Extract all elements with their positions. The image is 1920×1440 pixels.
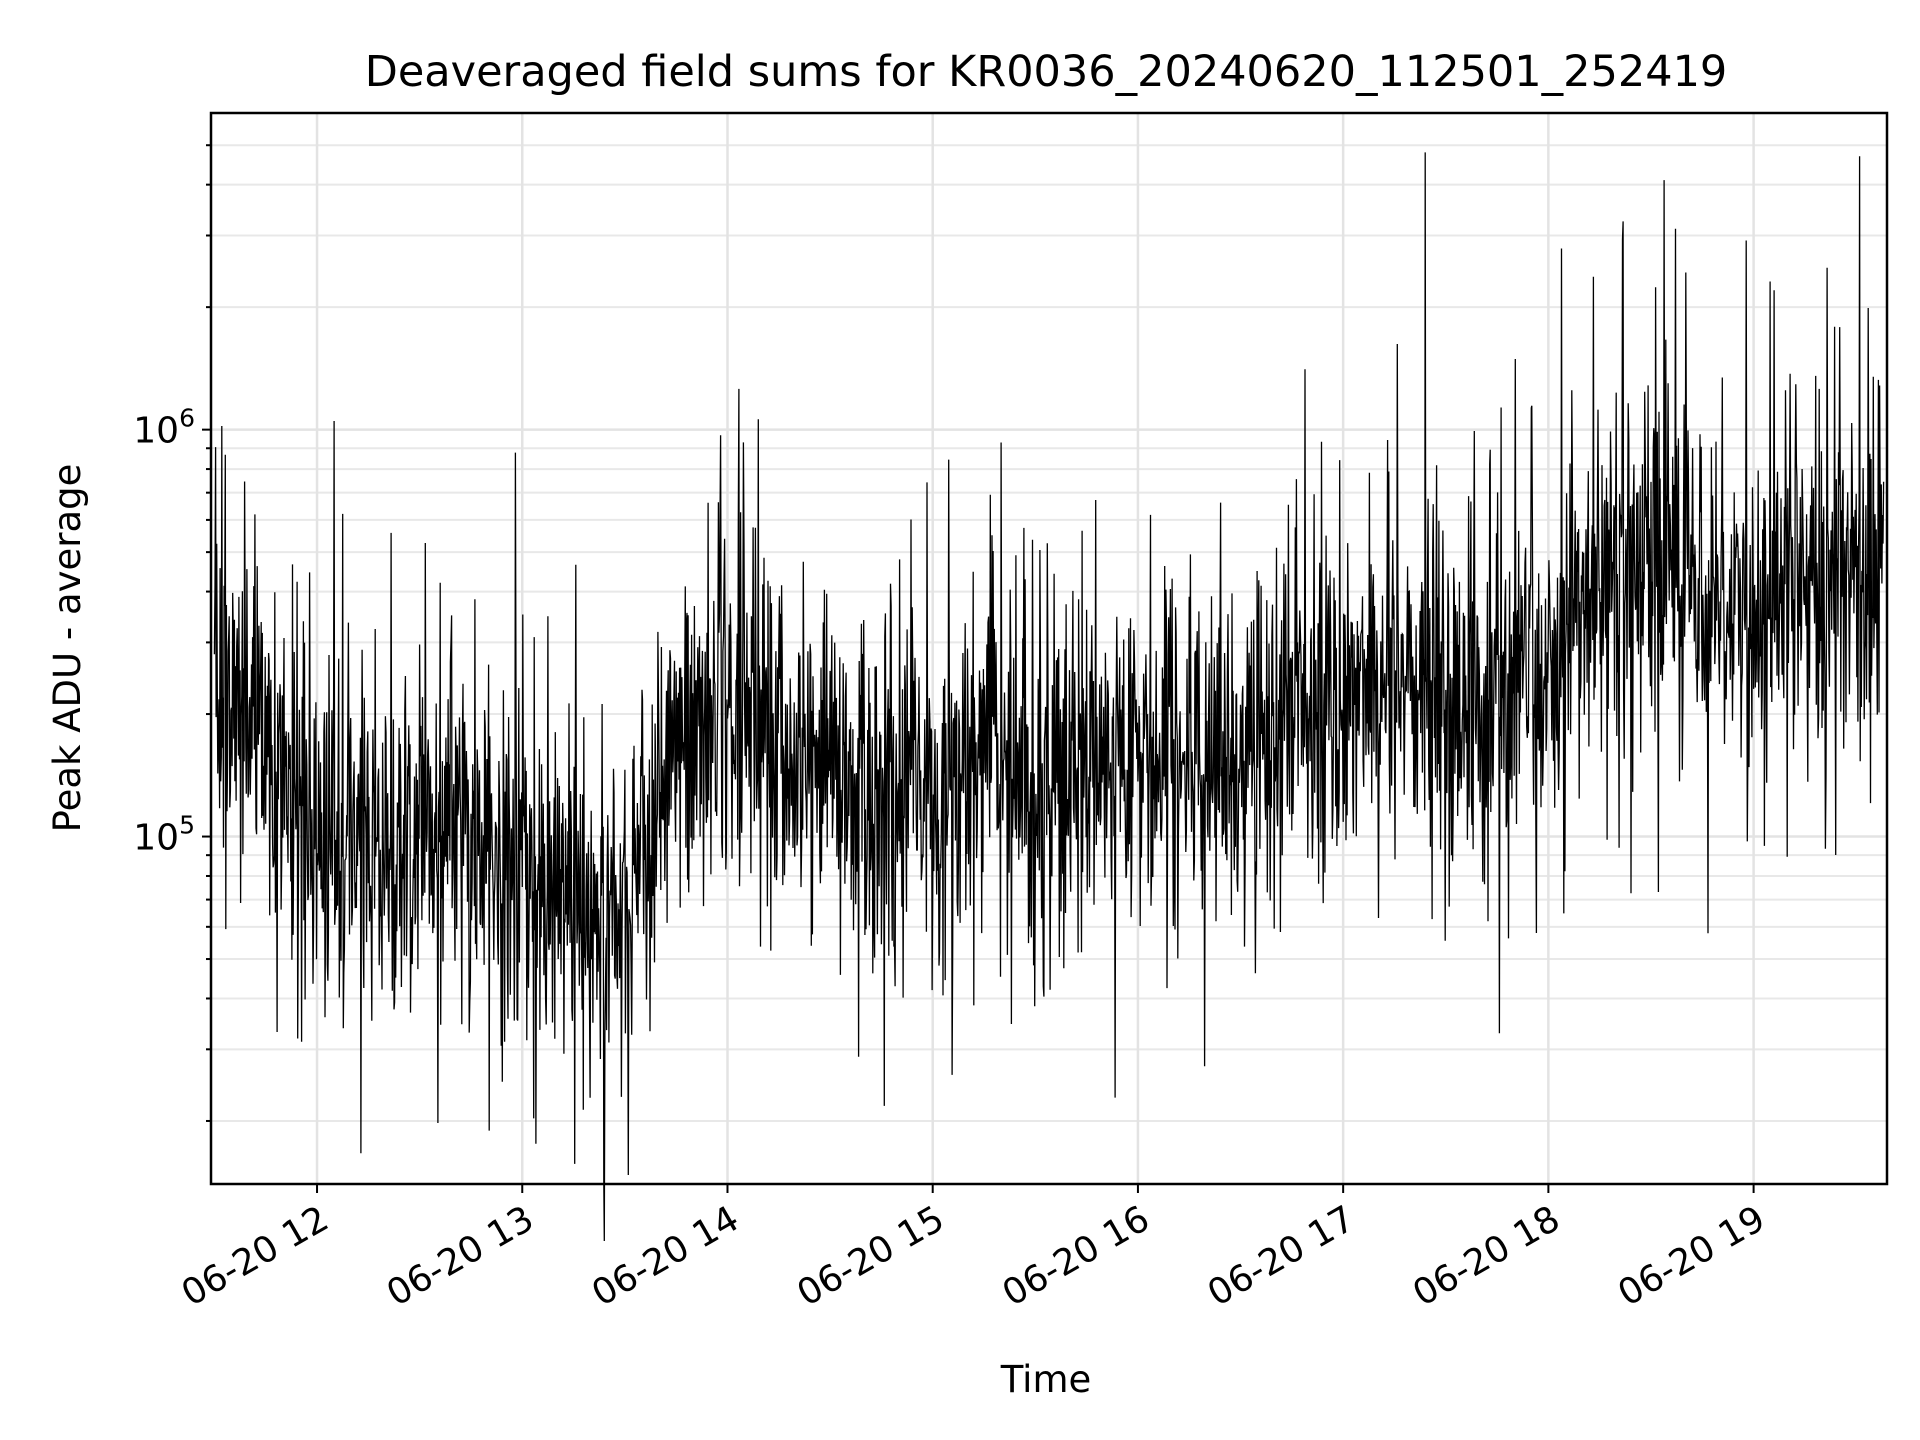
x-axis-label: Time [1000, 1358, 1092, 1401]
y-tick-label: 106 [133, 404, 195, 452]
y-tick-label: 105 [133, 811, 195, 859]
chart-title: Deaveraged field sums for KR0036_2024062… [365, 47, 1728, 97]
y-tick-label-base: 10 [133, 411, 179, 452]
plot-area [213, 152, 1885, 1242]
y-axis-label: Peak ADU - average [46, 464, 89, 833]
y-tick-label-exponent: 6 [179, 404, 195, 433]
plot-frame [209, 111, 1889, 1186]
data-series-line [213, 152, 1885, 1242]
y-tick-label-base: 10 [133, 818, 179, 859]
y-tick-label-exponent: 5 [179, 811, 195, 840]
